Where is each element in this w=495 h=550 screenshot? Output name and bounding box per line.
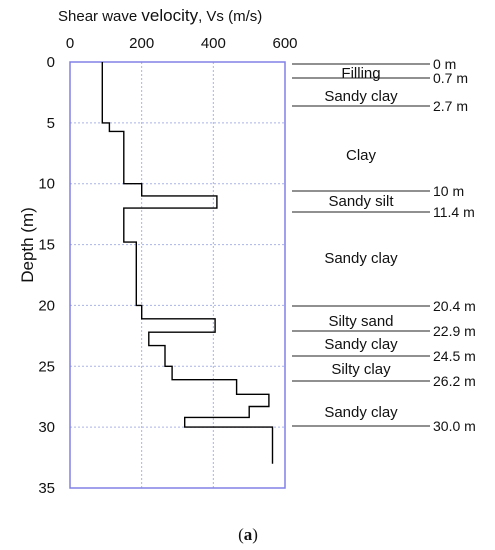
velocity-profile-line [101, 62, 274, 464]
soil-layer-label: Sandy silt [328, 193, 394, 210]
y-tick-labels: 0 5 10 15 20 25 30 35 [38, 54, 55, 497]
x-tick-labels: 0 200 400 600 [66, 35, 298, 52]
plot-border [69, 61, 286, 489]
soil-layer-label: Filling [341, 65, 380, 82]
boundary-depth-label: 20.4 m [433, 298, 476, 314]
y-tick-label: 5 [47, 115, 55, 132]
caption-close: ) [252, 525, 258, 544]
x-tick-label: 600 [272, 35, 297, 52]
boundary-depth-label: 0.7 m [433, 70, 468, 86]
y-tick-label: 10 [38, 176, 55, 193]
soil-layer-label: Sandy clay [324, 404, 398, 421]
boundary-depth-label: 0 m [433, 56, 456, 72]
y-tick-label: 30 [38, 419, 55, 436]
x-axis-title-emph: velocity [141, 6, 198, 25]
boundary-depth-label: 22.9 m [433, 323, 476, 339]
y-tick-label: 25 [38, 358, 55, 375]
x-axis-title: Shear wave velocity, Vs (m/s) [58, 6, 262, 25]
caption-letter: a [244, 525, 253, 544]
boundary-depth-label: 26.2 m [433, 373, 476, 389]
soil-layer-label: Sandy clay [324, 336, 398, 353]
velocity-profile [101, 62, 274, 464]
x-tick-label: 200 [129, 35, 154, 52]
soil-layer-label: Sandy clay [324, 250, 398, 267]
figure-caption: (a) [238, 525, 258, 544]
boundary-depth-label: 2.7 m [433, 98, 468, 114]
boundary-depth-label: 30.0 m [433, 418, 476, 434]
x-axis-title-suffix: , Vs (m/s) [198, 8, 262, 25]
soil-layer-label: Clay [346, 147, 377, 164]
x-axis-title-prefix: Shear wave [58, 8, 141, 25]
gridlines [70, 62, 285, 488]
soil-layer-label: Silty clay [331, 361, 391, 378]
y-tick-label: 15 [38, 237, 55, 254]
boundary-depth-label: 10 m [433, 183, 464, 199]
x-tick-label: 0 [66, 35, 74, 52]
caption-open: ( [238, 525, 244, 544]
y-tick-label: 20 [38, 297, 55, 314]
y-axis-label: Depth (m) [18, 207, 37, 283]
soil-layer-label: Sandy clay [324, 88, 398, 105]
y-tick-label: 0 [47, 54, 55, 71]
soil-layer-label: Silty sand [328, 313, 393, 330]
boundary-depth-label: 11.4 m [433, 204, 475, 220]
y-tick-label: 35 [38, 480, 55, 497]
boundary-depth-label: 24.5 m [433, 348, 476, 364]
x-tick-label: 400 [201, 35, 226, 52]
plot-frame [69, 61, 286, 489]
soil-layer-annotations: 0 m0.7 m 2.7 m 10 m 11.4 m 20.4 m 22.9 m 24.5 … [292, 56, 476, 434]
